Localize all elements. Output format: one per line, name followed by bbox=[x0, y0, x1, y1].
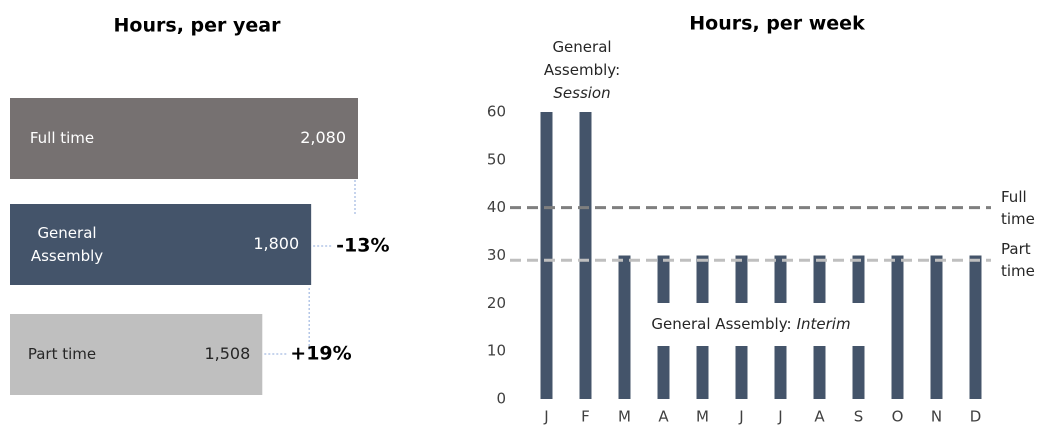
annotation-text: General Assembly: bbox=[651, 315, 792, 333]
x-tick-label: D bbox=[970, 408, 982, 426]
x-tick-label: M bbox=[618, 408, 631, 426]
bar bbox=[618, 255, 631, 399]
value-label: 1,800 bbox=[253, 234, 299, 253]
x-tick-label: N bbox=[931, 408, 942, 426]
x-tick-label: S bbox=[854, 408, 864, 426]
value-label: 1,508 bbox=[204, 344, 250, 363]
reference-label: Full time bbox=[1001, 186, 1043, 230]
x-tick-label: A bbox=[658, 408, 669, 426]
y-tick-label: 0 bbox=[496, 390, 506, 408]
annotation-text: General Assembly: bbox=[543, 38, 621, 79]
category-label: Full time bbox=[22, 98, 102, 179]
category-label: Part time bbox=[22, 314, 102, 395]
annotation: General Assembly: Interim bbox=[632, 303, 870, 346]
category-label: General Assembly bbox=[22, 204, 112, 285]
reference-label: Part time bbox=[1001, 238, 1043, 282]
x-tick-label: J bbox=[543, 408, 548, 426]
y-tick-label: 40 bbox=[487, 198, 506, 216]
bar bbox=[10, 314, 263, 395]
x-tick-label: A bbox=[814, 408, 825, 426]
annotation: General Assembly: Session bbox=[532, 36, 632, 105]
x-tick-label: J bbox=[777, 408, 782, 426]
annotation-emphasis: Interim bbox=[796, 315, 851, 333]
category-label: Part time bbox=[22, 314, 102, 395]
bar bbox=[10, 98, 358, 179]
annotation: +19% bbox=[290, 343, 351, 365]
annotation: General Assembly: Session bbox=[532, 36, 632, 105]
annotation-box bbox=[632, 303, 870, 346]
value-label: 2,080 bbox=[300, 128, 346, 147]
bar bbox=[579, 112, 592, 399]
category-text: Part time bbox=[27, 345, 97, 363]
reference-text: Full time bbox=[1001, 187, 1035, 228]
reference-text: Part time bbox=[1001, 240, 1035, 281]
bar bbox=[891, 255, 904, 399]
x-tick-label: F bbox=[581, 408, 590, 426]
x-tick-label: M bbox=[696, 408, 709, 426]
y-tick-label: 60 bbox=[487, 103, 506, 121]
annotation: -13% bbox=[336, 235, 389, 257]
y-tick-label: 20 bbox=[487, 294, 506, 312]
chart-title: Hours, per week bbox=[689, 13, 865, 35]
y-tick-label: 10 bbox=[487, 342, 506, 360]
y-tick-label: 30 bbox=[487, 246, 506, 264]
category-text: Full time bbox=[29, 129, 95, 147]
y-tick-label: 50 bbox=[487, 150, 506, 168]
category-text: General Assembly bbox=[30, 223, 104, 265]
chart-title: Hours, per year bbox=[114, 15, 282, 37]
category-label: General Assembly bbox=[22, 204, 112, 285]
reference-label: Part time bbox=[1001, 238, 1043, 282]
bar bbox=[540, 112, 553, 399]
bar bbox=[969, 255, 982, 399]
bar bbox=[10, 204, 312, 285]
category-label: Full time bbox=[22, 98, 102, 179]
annotation: General Assembly: Interim bbox=[632, 303, 870, 346]
x-tick-label: J bbox=[738, 408, 743, 426]
x-tick-label: O bbox=[892, 408, 904, 426]
annotation-emphasis: Session bbox=[553, 84, 611, 102]
bar bbox=[930, 255, 943, 399]
reference-label: Full time bbox=[1001, 186, 1043, 230]
